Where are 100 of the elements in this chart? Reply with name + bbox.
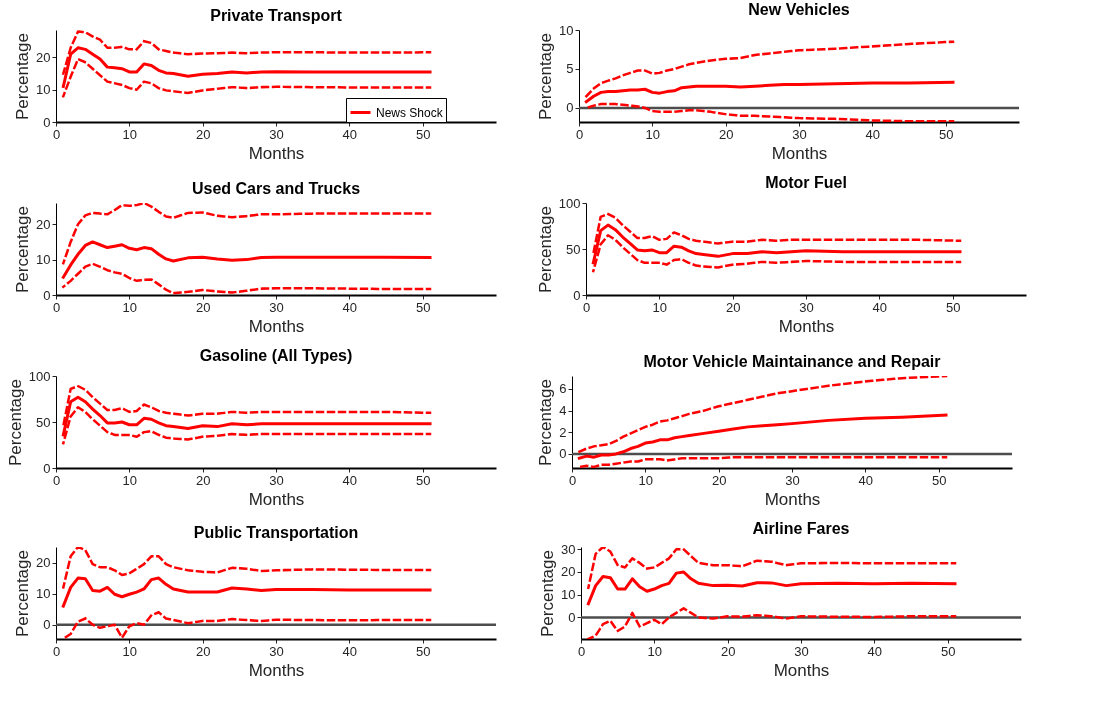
- x-tick-label: 50: [938, 126, 954, 142]
- chart-title: Public Transportation: [193, 524, 359, 541]
- x-tick-label: 40: [342, 643, 358, 659]
- y-tick-label: 10: [559, 22, 574, 38]
- y-tick-label: 100: [28, 368, 51, 384]
- y-axis-title: Percentage: [535, 206, 555, 293]
- y-axis-title: Percentage: [13, 206, 33, 293]
- x-tick-label: 30: [799, 299, 814, 315]
- x-tick-label: 30: [785, 472, 800, 488]
- y-tick-label: 0: [43, 460, 51, 476]
- y-tick-label: 20: [561, 564, 576, 580]
- line-series: [62, 547, 432, 589]
- line-series: [62, 262, 432, 295]
- x-tick-label: 20: [195, 472, 211, 488]
- y-axis-title: Percentage: [13, 33, 33, 120]
- x-tick-label: 50: [415, 643, 431, 659]
- x-tick-label: 30: [269, 643, 284, 659]
- line-series: [585, 102, 955, 122]
- y-tick-label: 50: [36, 414, 51, 430]
- y-axis-title: Percentage: [13, 550, 33, 637]
- y-tick-label: 0: [43, 287, 51, 303]
- x-tick-label: 50: [940, 643, 956, 659]
- x-tick-label: 10: [638, 472, 654, 488]
- x-tick-label: 30: [792, 126, 807, 142]
- x-tick-label: 10: [122, 126, 138, 142]
- x-tick-label: 30: [269, 472, 284, 488]
- line-series: [578, 376, 948, 454]
- x-tick-label: 40: [342, 299, 358, 315]
- x-tick-label: 20: [195, 299, 211, 315]
- x-tick-label: 10: [652, 299, 668, 315]
- x-tick-label: 10: [122, 299, 138, 315]
- x-tick-label: 40: [342, 126, 358, 142]
- line-series: [62, 203, 432, 265]
- y-tick-label: 10: [36, 82, 51, 98]
- x-axis-title: Months: [773, 660, 830, 680]
- y-tick-label: 0: [573, 287, 581, 303]
- x-tick-label: 50: [945, 299, 961, 315]
- x-tick-label: 40: [858, 472, 874, 488]
- y-tick-label: 20: [36, 555, 51, 571]
- x-tick-label: 20: [711, 472, 727, 488]
- x-tick-label: 40: [865, 126, 881, 142]
- x-tick-label: 20: [725, 299, 741, 315]
- x-tick-label: 40: [872, 299, 888, 315]
- x-tick-label: 20: [195, 126, 211, 142]
- x-axis-title: Months: [764, 489, 821, 509]
- y-tick-label: 2: [559, 424, 567, 440]
- line-series: [578, 455, 948, 468]
- y-tick-label: 0: [559, 446, 567, 462]
- line-series: [584, 80, 955, 104]
- x-tick-label: 10: [122, 643, 138, 659]
- y-tick-label: 0: [566, 100, 574, 116]
- x-tick-label: 20: [718, 126, 734, 142]
- y-axis-title: Percentage: [538, 550, 558, 637]
- line-series: [587, 547, 957, 590]
- chart-title: Gasoline (All Types): [199, 347, 353, 364]
- x-axis-title: Months: [248, 316, 305, 336]
- x-tick-label: 50: [415, 299, 431, 315]
- x-axis-title: Months: [248, 660, 305, 680]
- y-axis-title: Percentage: [536, 33, 556, 120]
- x-tick-label: 40: [867, 643, 883, 659]
- x-axis-title: Months: [248, 489, 305, 509]
- line-series: [62, 611, 432, 639]
- y-tick-label: 10: [36, 586, 51, 602]
- line-series: [586, 570, 957, 606]
- x-tick-label: 50: [415, 126, 431, 142]
- y-tick-label: 30: [561, 541, 576, 557]
- y-tick-label: 10: [561, 587, 576, 603]
- x-tick-label: 10: [122, 472, 138, 488]
- x-tick-label: 30: [269, 299, 284, 315]
- y-axis-title: Percentage: [5, 379, 25, 466]
- y-tick-label: 6: [559, 381, 567, 397]
- legend-label: News Shock: [376, 105, 444, 120]
- y-tick-label: 50: [566, 241, 581, 257]
- y-axis-title: Percentage: [536, 379, 556, 466]
- y-tick-label: 20: [36, 49, 51, 65]
- x-tick-label: 50: [931, 472, 947, 488]
- x-tick-label: 10: [647, 643, 663, 659]
- chart-title: Used Cars and Trucks: [191, 180, 361, 197]
- line-series: [587, 607, 957, 639]
- y-tick-label: 5: [566, 61, 574, 77]
- x-tick-label: 30: [794, 643, 809, 659]
- chart-title: Motor Vehicle Maintainance and Repair: [643, 353, 941, 370]
- line-series: [61, 576, 432, 608]
- chart-title: Motor Fuel: [765, 174, 847, 191]
- x-tick-label: 0: [582, 299, 591, 315]
- x-tick-label: 10: [645, 126, 661, 142]
- x-tick-label: 20: [195, 643, 211, 659]
- y-tick-label: 4: [559, 403, 567, 419]
- x-axis-title: Months: [248, 143, 305, 163]
- line-series: [585, 40, 955, 98]
- x-axis-title: Months: [778, 316, 835, 336]
- chart-title: New Vehicles: [748, 1, 850, 18]
- y-tick-label: 100: [558, 195, 581, 211]
- y-tick-label: 10: [36, 252, 51, 268]
- chart-title: Airline Fares: [752, 520, 850, 538]
- y-tick-label: 0: [43, 617, 51, 633]
- x-tick-label: 20: [720, 643, 736, 659]
- x-tick-label: 30: [269, 126, 284, 142]
- y-tick-label: 0: [568, 609, 576, 625]
- line-series: [577, 413, 948, 460]
